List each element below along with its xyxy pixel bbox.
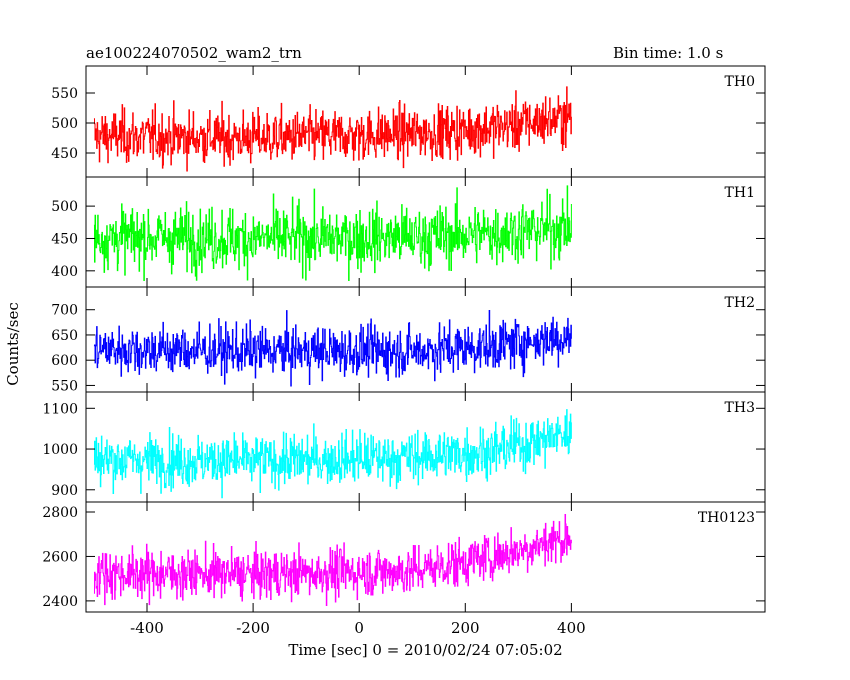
y-tick-label-th2: 600 (51, 353, 78, 369)
x-tick-label: 0 (354, 619, 364, 637)
y-tick-label-th2: 650 (51, 328, 78, 344)
x-tick-label: 400 (557, 619, 586, 637)
x-tick-label: -200 (236, 619, 270, 637)
series-line-th1 (93, 185, 572, 282)
panel-frame-th1 (85, 176, 766, 288)
y-tick-label-th2: 550 (51, 378, 78, 394)
y-axis-label: Counts/sec (4, 302, 22, 386)
panel-label-th3: TH3 (725, 400, 755, 416)
series-line-th0 (93, 86, 572, 172)
y-tick-label-th3: 1100 (42, 401, 78, 417)
panel-label-th0: TH0 (725, 74, 755, 90)
y-tick-label-th0123: 2400 (42, 594, 78, 610)
y-tick-label-th0: 550 (51, 86, 78, 102)
y-tick-label-th2: 700 (51, 303, 78, 319)
chart-title: ae100224070502_wam2_trn (86, 44, 302, 62)
x-tick-label: -400 (130, 619, 164, 637)
x-tick-label: 200 (451, 619, 480, 637)
y-tick-label-th0: 450 (51, 146, 78, 162)
panel-label-th1: TH1 (725, 185, 755, 201)
panel-frame-th0 (85, 65, 766, 178)
panel-frame-th0123 (85, 501, 766, 613)
y-tick-label-th0123: 2800 (42, 505, 78, 521)
y-tick-label-th3: 1000 (42, 442, 78, 458)
y-tick-label-th0: 500 (51, 116, 78, 132)
panel-label-th0123: TH0123 (698, 510, 755, 526)
y-tick-label-th1: 450 (51, 231, 78, 247)
y-tick-label-th0123: 2600 (42, 549, 78, 565)
panel-frame-th2 (85, 286, 766, 393)
bin-time-label: Bin time: 1.0 s (613, 44, 724, 62)
x-axis-label: Time [sec] 0 = 2010/02/24 07:05:02 (288, 641, 562, 659)
series-line-th0123 (93, 514, 572, 607)
panel-label-th2: TH2 (725, 295, 755, 311)
series-line-th2 (93, 309, 572, 387)
y-tick-label-th1: 500 (51, 199, 78, 215)
y-tick-label-th3: 900 (51, 483, 78, 499)
y-tick-label-th1: 400 (51, 264, 78, 280)
series-line-th3 (93, 409, 572, 499)
